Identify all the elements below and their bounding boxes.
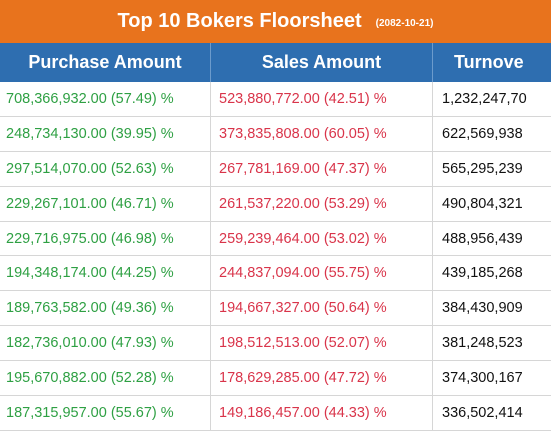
sales-amount-cell: 523,880,772.00 (42.51) % [210, 82, 432, 116]
purchase-amount-cell: 229,267,101.00 (46.71) % [6, 195, 174, 212]
turnover-cell: 374,300,167 [432, 361, 551, 396]
purchase-amount-cell: 297,514,070.00 (52.63) % [6, 160, 174, 177]
page-title: Top 10 Bokers Floorsheet [117, 10, 362, 32]
sales-amount-cell: 194,667,327.00 (50.64) % [210, 291, 432, 326]
table-row: 189,763,582.00 (49.36) % 194,667,327.00 … [0, 291, 551, 327]
turnover-cell: 336,502,414 [432, 396, 551, 430]
turnover-cell: 565,295,239 [432, 151, 551, 186]
turnover-cell: 381,248,523 [432, 326, 551, 361]
purchase-amount-cell: 248,734,130.00 (39.95) % [6, 125, 174, 142]
purchase-amount-cell: 229,716,975.00 (46.98) % [6, 230, 174, 247]
table-row: 187,315,957.00 (55.67) % 149,186,457.00 … [0, 396, 551, 431]
purchase-amount-cell: 189,763,582.00 (49.36) % [6, 300, 174, 317]
table-row: 229,267,101.00 (46.71) % 261,537,220.00 … [0, 186, 551, 222]
sales-amount-cell: 198,512,513.00 (52.07) % [210, 326, 432, 361]
table-row: 229,716,975.00 (46.98) % 259,239,464.00 … [0, 221, 551, 257]
turnover-cell: 490,804,321 [432, 186, 551, 221]
sales-amount-cell: 244,837,094.00 (55.75) % [210, 256, 432, 291]
sales-amount-cell: 261,537,220.00 (53.29) % [210, 186, 432, 221]
table-row: 708,366,932.00 (57.49) % 523,880,772.00 … [0, 82, 551, 117]
column-header-sales-amount: Sales Amount [210, 43, 432, 82]
sales-amount-cell: 178,629,285.00 (47.72) % [210, 361, 432, 396]
turnover-cell: 384,430,909 [432, 291, 551, 326]
table-header: Purchase Amount Sales Amount Turnove [0, 43, 551, 82]
table-row: 195,670,882.00 (52.28) % 178,629,285.00 … [0, 361, 551, 397]
table-row: 297,514,070.00 (52.63) % 267,781,169.00 … [0, 151, 551, 187]
turnover-cell: 439,185,268 [432, 256, 551, 291]
purchase-amount-cell: 195,670,882.00 (52.28) % [6, 370, 174, 387]
sales-amount-cell: 373,835,808.00 (60.05) % [210, 116, 432, 151]
turnover-cell: 488,956,439 [432, 221, 551, 256]
table-body: 708,366,932.00 (57.49) % 523,880,772.00 … [0, 82, 551, 431]
table-row: 182,736,010.00 (47.93) % 198,512,513.00 … [0, 326, 551, 362]
column-header-turnover: Turnove [432, 43, 551, 82]
table-row: 194,348,174.00 (44.25) % 244,837,094.00 … [0, 256, 551, 292]
turnover-cell: 622,569,938 [432, 116, 551, 151]
column-header-purchase-amount: Purchase Amount [28, 52, 182, 72]
title-bar: Top 10 Bokers Floorsheet (2082-10-21) [0, 0, 551, 43]
purchase-amount-cell: 194,348,174.00 (44.25) % [6, 265, 174, 282]
turnover-cell: 1,232,247,70 [432, 82, 551, 116]
purchase-amount-cell: 708,366,932.00 (57.49) % [6, 90, 174, 107]
sales-amount-cell: 267,781,169.00 (47.37) % [210, 151, 432, 186]
title-date: (2082-10-21) [375, 18, 434, 29]
purchase-amount-cell: 187,315,957.00 (55.67) % [6, 404, 174, 421]
sales-amount-cell: 149,186,457.00 (44.33) % [210, 396, 432, 430]
table-row: 248,734,130.00 (39.95) % 373,835,808.00 … [0, 116, 551, 152]
sales-amount-cell: 259,239,464.00 (53.02) % [210, 221, 432, 256]
purchase-amount-cell: 182,736,010.00 (47.93) % [6, 335, 174, 352]
